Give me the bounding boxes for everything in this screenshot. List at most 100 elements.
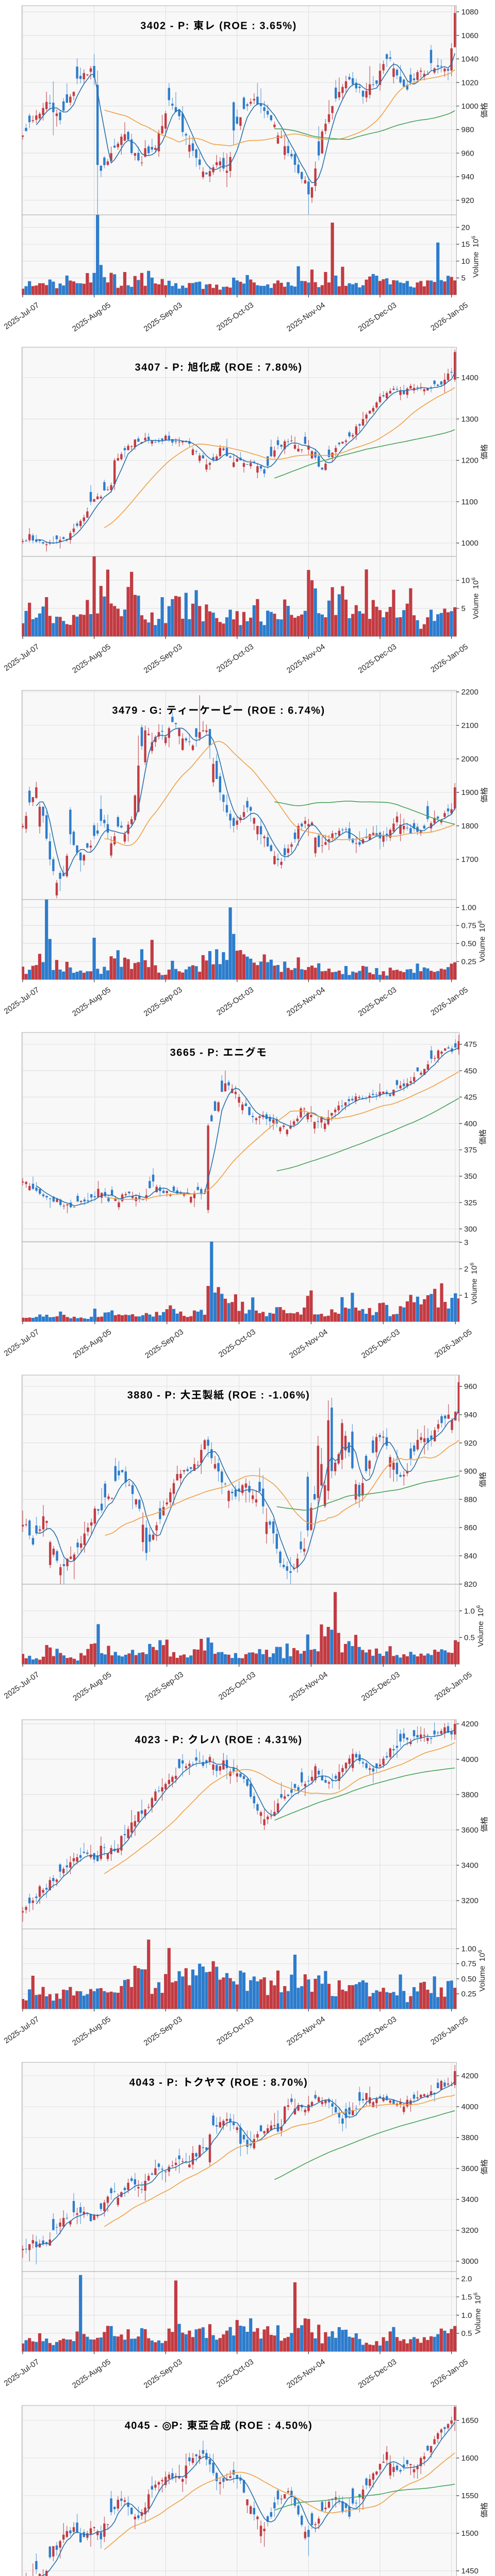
svg-text:1000: 1000 bbox=[461, 102, 478, 111]
svg-text:0.50: 0.50 bbox=[461, 940, 476, 948]
svg-text:2025-Oct-03: 2025-Oct-03 bbox=[215, 986, 255, 1018]
svg-text:3402 - P:: 3402 - P: bbox=[140, 21, 190, 32]
svg-text:2025-Oct-03: 2025-Oct-03 bbox=[217, 1670, 257, 1702]
svg-text:3200: 3200 bbox=[461, 2226, 478, 2235]
svg-text:0.25: 0.25 bbox=[461, 1990, 476, 1998]
svg-text:Volume 106: Volume 106 bbox=[477, 921, 487, 962]
svg-text:15: 15 bbox=[461, 240, 470, 249]
svg-text:3479 - G:: 3479 - G: bbox=[112, 705, 162, 717]
svg-text:2025-Aug-05: 2025-Aug-05 bbox=[71, 642, 112, 675]
svg-text:(ROE : 8.70%): (ROE : 8.70%) bbox=[230, 2077, 308, 2089]
svg-text:2025-Sep-03: 2025-Sep-03 bbox=[142, 642, 184, 675]
svg-text:2025-Dec-03: 2025-Dec-03 bbox=[357, 2358, 399, 2391]
svg-text:2026-Jan-05: 2026-Jan-05 bbox=[429, 642, 470, 674]
svg-text:3407 - P:: 3407 - P: bbox=[135, 362, 185, 374]
svg-text:2025-Jul-07: 2025-Jul-07 bbox=[3, 1328, 41, 1358]
svg-text:2025-Oct-03: 2025-Oct-03 bbox=[215, 2358, 255, 2389]
svg-text:2200: 2200 bbox=[461, 688, 478, 697]
svg-text:2025-Nov-04: 2025-Nov-04 bbox=[288, 1328, 329, 1361]
svg-text:Volume 106: Volume 106 bbox=[477, 1950, 487, 1992]
svg-text:0.50: 0.50 bbox=[461, 1975, 476, 1984]
svg-text:P:: P: bbox=[172, 2420, 184, 2432]
svg-text:1550: 1550 bbox=[461, 2492, 478, 2500]
svg-text:2025-Dec-03: 2025-Dec-03 bbox=[357, 301, 399, 334]
svg-text:(ROE : 4.50%): (ROE : 4.50%) bbox=[235, 2420, 313, 2432]
svg-text:2025-Dec-03: 2025-Dec-03 bbox=[357, 986, 399, 1019]
svg-text:2.0: 2.0 bbox=[461, 2275, 472, 2283]
svg-text:5: 5 bbox=[461, 604, 466, 613]
svg-text:3880 - P:: 3880 - P: bbox=[127, 1390, 177, 1401]
svg-text:2100: 2100 bbox=[461, 721, 478, 730]
svg-text:2025-Nov-04: 2025-Nov-04 bbox=[288, 1670, 329, 1703]
svg-text:3400: 3400 bbox=[461, 1861, 478, 1870]
svg-text:2025-Sep-03: 2025-Sep-03 bbox=[143, 1328, 185, 1361]
svg-text:1060: 1060 bbox=[461, 31, 478, 40]
svg-text:1450: 1450 bbox=[461, 2567, 478, 2575]
svg-text:(ROE : 7.80%): (ROE : 7.80%) bbox=[225, 362, 303, 374]
svg-text:2025-Jul-07: 2025-Jul-07 bbox=[3, 1670, 41, 1701]
svg-text:2025-Oct-03: 2025-Oct-03 bbox=[215, 2015, 255, 2047]
svg-text:1900: 1900 bbox=[461, 788, 478, 797]
svg-text:400: 400 bbox=[464, 1120, 477, 1128]
svg-text:1300: 1300 bbox=[461, 415, 478, 423]
svg-text:920: 920 bbox=[461, 196, 474, 205]
svg-text:1600: 1600 bbox=[461, 2454, 478, 2463]
svg-text:1800: 1800 bbox=[461, 822, 478, 831]
svg-text:2025-Aug-05: 2025-Aug-05 bbox=[71, 2358, 112, 2391]
svg-text:3665 - P:: 3665 - P: bbox=[170, 1047, 220, 1059]
svg-text:2025-Oct-03: 2025-Oct-03 bbox=[217, 1328, 257, 1360]
svg-text:2025-Jul-07: 2025-Jul-07 bbox=[3, 642, 41, 673]
svg-text:2025-Aug-05: 2025-Aug-05 bbox=[71, 986, 112, 1019]
svg-text:4000: 4000 bbox=[461, 1755, 478, 1764]
svg-text:3800: 3800 bbox=[461, 1790, 478, 1799]
svg-text:1400: 1400 bbox=[461, 374, 478, 382]
svg-text:880: 880 bbox=[464, 1495, 477, 1504]
svg-text:2025-Oct-03: 2025-Oct-03 bbox=[215, 642, 255, 674]
svg-text:3600: 3600 bbox=[461, 2164, 478, 2173]
svg-text:940: 940 bbox=[461, 173, 474, 181]
svg-text:2026-Jan-05: 2026-Jan-05 bbox=[433, 1670, 474, 1702]
svg-text:1650: 1650 bbox=[461, 2416, 478, 2425]
svg-text:820: 820 bbox=[464, 1580, 477, 1589]
svg-text:2000: 2000 bbox=[461, 755, 478, 764]
svg-text:0.5: 0.5 bbox=[461, 2329, 472, 2338]
svg-text:Volume 106: Volume 106 bbox=[475, 1605, 485, 1647]
svg-text:2026-Jan-05: 2026-Jan-05 bbox=[429, 2358, 470, 2389]
svg-text:300: 300 bbox=[464, 1225, 477, 1234]
svg-text:2025-Nov-04: 2025-Nov-04 bbox=[285, 986, 327, 1019]
svg-text:1000: 1000 bbox=[461, 539, 478, 548]
svg-text:3600: 3600 bbox=[461, 1826, 478, 1835]
svg-text:2: 2 bbox=[464, 1265, 468, 1274]
svg-text:960: 960 bbox=[461, 149, 474, 158]
svg-text:960: 960 bbox=[464, 1382, 477, 1391]
svg-text:4000: 4000 bbox=[461, 2103, 478, 2111]
svg-text:10: 10 bbox=[461, 257, 470, 266]
svg-text:0.25: 0.25 bbox=[461, 958, 476, 967]
svg-text:2026-Jan-05: 2026-Jan-05 bbox=[433, 1328, 474, 1360]
svg-text:2025-Sep-03: 2025-Sep-03 bbox=[143, 1670, 185, 1703]
svg-text:4043 - P:: 4043 - P: bbox=[129, 2077, 179, 2089]
svg-text:2025-Jul-07: 2025-Jul-07 bbox=[3, 301, 41, 331]
svg-text:2026-Jan-05: 2026-Jan-05 bbox=[429, 2015, 470, 2047]
svg-text:2025-Nov-04: 2025-Nov-04 bbox=[285, 2015, 327, 2048]
svg-text:(ROE : 4.31%): (ROE : 4.31%) bbox=[225, 1735, 303, 1746]
svg-text:20: 20 bbox=[461, 223, 470, 232]
svg-text:940: 940 bbox=[464, 1411, 477, 1419]
svg-text:2025-Aug-05: 2025-Aug-05 bbox=[71, 301, 112, 334]
svg-text:(ROE : 6.74%): (ROE : 6.74%) bbox=[248, 705, 325, 717]
svg-text:1: 1 bbox=[464, 1291, 468, 1300]
svg-text:0.75: 0.75 bbox=[461, 922, 476, 930]
svg-text:2025-Nov-04: 2025-Nov-04 bbox=[285, 642, 327, 675]
svg-text:1040: 1040 bbox=[461, 55, 478, 64]
svg-text:2025-Sep-03: 2025-Sep-03 bbox=[142, 2015, 184, 2048]
svg-text:1200: 1200 bbox=[461, 456, 478, 465]
svg-text:920: 920 bbox=[464, 1439, 477, 1448]
svg-text:1.00: 1.00 bbox=[461, 1945, 476, 1954]
svg-text:3200: 3200 bbox=[461, 1896, 478, 1905]
svg-text:(ROE : 3.65%): (ROE : 3.65%) bbox=[219, 21, 297, 32]
svg-text:2025-Aug-05: 2025-Aug-05 bbox=[71, 1670, 113, 1703]
svg-text:1020: 1020 bbox=[461, 78, 478, 87]
svg-text:325: 325 bbox=[464, 1198, 477, 1207]
svg-text:10: 10 bbox=[461, 577, 470, 585]
svg-text:2025-Jul-07: 2025-Jul-07 bbox=[3, 2015, 41, 2045]
